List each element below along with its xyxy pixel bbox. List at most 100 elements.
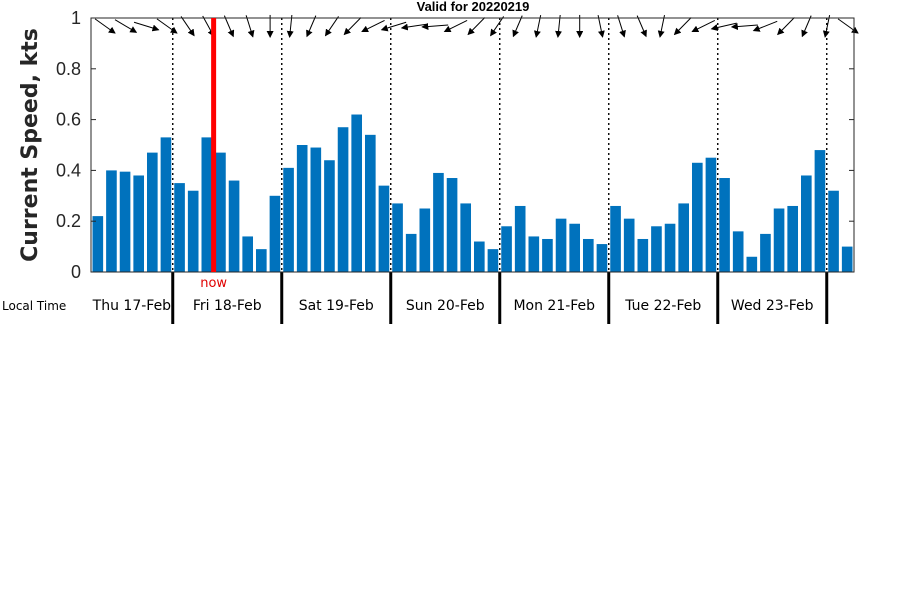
day-label: Sat 19-Feb: [299, 298, 374, 314]
direction-arrow: [343, 17, 362, 36]
direction-arrow: [777, 17, 795, 36]
bar: [242, 236, 254, 272]
chart-title: Valid for 20220219: [417, 0, 530, 14]
bar: [255, 249, 267, 272]
bar: [324, 160, 335, 272]
local-time-label: Local Time: [2, 299, 66, 313]
direction-arrow: [180, 16, 195, 37]
bar: [473, 241, 485, 272]
y-tick-label: 0.8: [56, 59, 81, 79]
bar: [514, 205, 526, 272]
direction-arrow: [361, 20, 385, 33]
bar: [760, 233, 771, 272]
direction-arrow: [245, 15, 255, 38]
day-label: Tue 22-Feb: [624, 298, 701, 314]
day-label: Thu 17-Feb: [92, 298, 172, 314]
bar: [487, 249, 499, 272]
bar: [405, 233, 417, 272]
day-labels: Thu 17-Feb Fri 18-Feb Sat 19-Feb Sun 20-Feb…: [92, 298, 814, 314]
direction-arrow: [657, 15, 665, 38]
bar: [269, 195, 281, 272]
direction-arrows: [94, 14, 859, 39]
bar: [160, 137, 172, 272]
direction-arrow: [837, 18, 859, 34]
bar: [841, 246, 853, 272]
bar: [174, 183, 185, 272]
bar: [651, 226, 662, 272]
bar: [419, 208, 431, 272]
direction-arrow: [421, 23, 449, 31]
bar: [501, 226, 512, 272]
direction-arrow: [443, 20, 468, 33]
direction-arrow: [752, 20, 778, 32]
bar: [746, 256, 758, 272]
bar: [732, 231, 744, 272]
day-dividers: [171, 18, 829, 324]
bar: [146, 152, 158, 272]
bar: [623, 218, 635, 272]
bar: [187, 190, 199, 272]
bar: [582, 238, 594, 272]
bar: [392, 203, 403, 272]
direction-arrow: [801, 15, 812, 38]
y-tick-label: 0.4: [56, 160, 81, 180]
bar: [773, 208, 785, 272]
bar: [555, 218, 567, 272]
direction-arrow: [512, 15, 523, 38]
direction-arrow: [380, 21, 407, 32]
bar: [814, 150, 826, 272]
bar: [378, 185, 390, 272]
bar: [201, 137, 213, 272]
direction-arrow: [555, 14, 563, 39]
direction-arrow: [617, 15, 626, 38]
direction-arrow: [156, 18, 178, 34]
bar: [705, 157, 717, 272]
bar: [528, 236, 540, 272]
bar: [678, 203, 690, 272]
bar: [351, 114, 363, 273]
y-tick-label: 0.6: [56, 110, 81, 130]
direction-arrow: [673, 17, 692, 36]
bar: [828, 190, 839, 272]
bar: [133, 175, 145, 272]
bar: [569, 223, 581, 272]
bar: [542, 238, 553, 272]
y-tick-label: 0.2: [56, 211, 81, 231]
direction-arrow: [822, 15, 831, 38]
bar: [310, 147, 322, 272]
plot-frame: [90, 17, 855, 273]
direction-arrow: [490, 16, 505, 37]
bar: [460, 203, 472, 272]
bar: [92, 216, 104, 272]
direction-arrow: [597, 15, 605, 38]
direction-arrow: [133, 21, 160, 32]
direction-arrow: [636, 15, 647, 38]
now-marker: now: [200, 18, 227, 291]
direction-arrow: [94, 18, 116, 34]
bar: [433, 172, 444, 272]
bar: [800, 175, 812, 272]
axes: [90, 17, 855, 273]
bar: [283, 167, 294, 272]
day-label: Wed 23-Feb: [731, 298, 814, 314]
day-label: Sun 20-Feb: [406, 298, 485, 314]
direction-arrow: [324, 16, 339, 37]
day-label: Fri 18-Feb: [193, 298, 262, 314]
bar: [719, 178, 730, 272]
bar-series: [92, 114, 853, 273]
direction-arrow: [306, 15, 317, 38]
direction-arrow: [533, 15, 542, 38]
bar: [106, 170, 117, 272]
bar: [337, 127, 349, 272]
bar: [787, 205, 799, 272]
y-ticks: 0 0.2 0.4 0.6 0.8 1: [56, 8, 854, 282]
direction-arrow: [467, 17, 486, 36]
bar: [610, 205, 621, 272]
y-tick-label: 0: [71, 262, 81, 282]
bar: [446, 178, 458, 272]
bar: [596, 244, 608, 272]
bar: [296, 145, 308, 272]
y-tick-label: 1: [71, 8, 81, 28]
